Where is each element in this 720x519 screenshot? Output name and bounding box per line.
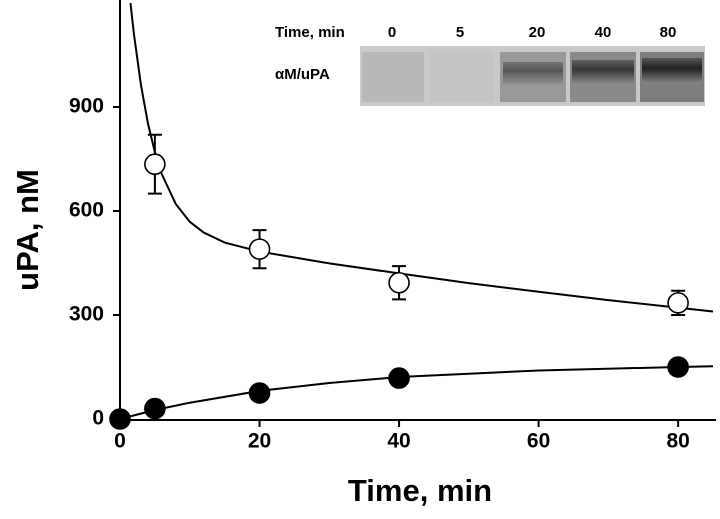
data-point	[667, 356, 689, 378]
inset-band-label: αM/uPA	[275, 66, 330, 83]
y-axis-label: uPA, nM	[10, 169, 45, 291]
x-tick-label: 80	[666, 430, 689, 453]
lane-label: 40	[595, 24, 612, 41]
y-tick-label: 0	[92, 407, 104, 430]
lane-label: 0	[388, 24, 396, 41]
x-tick-label: 20	[248, 430, 271, 453]
fit-curve	[119, 365, 714, 420]
x-axis-label: Time, min	[348, 473, 492, 508]
data-point	[388, 271, 410, 294]
fit-curve	[129, 2, 714, 313]
y-tick-label: 600	[69, 199, 104, 222]
lane-label: 5	[456, 24, 464, 41]
data-point	[388, 367, 410, 389]
y-tick-label: 900	[69, 95, 104, 118]
data-point	[109, 408, 131, 430]
lane-label: 80	[660, 24, 677, 41]
inset-header: Time, min	[275, 24, 345, 41]
x-tick-label: 40	[387, 430, 410, 453]
data-point	[667, 292, 689, 314]
gel-image	[360, 46, 705, 106]
data-point	[248, 382, 271, 404]
x-tick-label: 0	[114, 430, 126, 453]
lane-label: 20	[529, 24, 546, 41]
y-tick-label: 300	[69, 303, 104, 326]
data-point	[248, 238, 271, 260]
x-tick-label: 60	[527, 430, 550, 453]
data-point	[144, 153, 166, 175]
data-point	[144, 397, 166, 420]
